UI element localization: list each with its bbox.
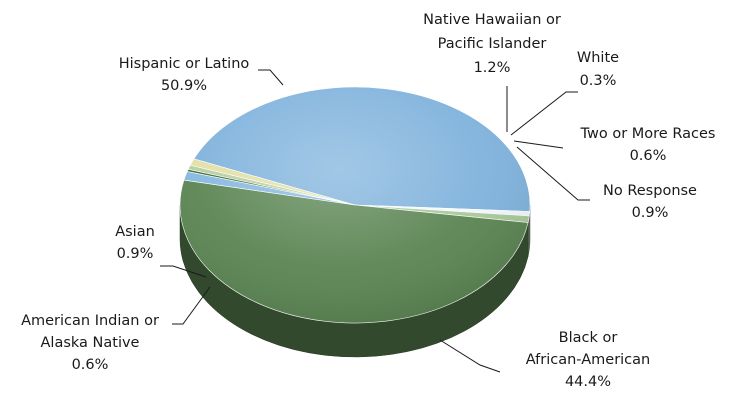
slice-value-label: 0.9% xyxy=(632,205,669,221)
leader-line xyxy=(160,265,207,278)
leader-line xyxy=(439,339,501,373)
slice-value-label: 50.9% xyxy=(161,78,207,94)
slice-value-label: 0.6% xyxy=(72,357,109,373)
slice-category-label: African-American xyxy=(526,352,650,368)
slice-category-label: Asian xyxy=(115,224,155,240)
slice-category-label: Pacific Islander xyxy=(438,36,547,52)
pie-slices xyxy=(179,86,531,324)
slice-category-label: Native Hawaiian or xyxy=(423,12,561,28)
slice-value-label: 1.2% xyxy=(474,60,511,76)
slice-value-label: 44.4% xyxy=(565,374,611,390)
slice-value-label: 0.6% xyxy=(630,148,667,164)
slice-value-label: 0.3% xyxy=(580,73,617,89)
leader-line xyxy=(172,286,211,325)
leader-line xyxy=(258,69,284,86)
slice-category-label: American Indian or xyxy=(21,313,159,329)
slice-category-label: Alaska Native xyxy=(41,335,140,351)
slice-category-label: Hispanic or Latino xyxy=(119,56,250,72)
slice-category-label: No Response xyxy=(603,183,697,199)
slice-category-label: Black or xyxy=(559,330,618,346)
pie-labels: Black or African-American 44.4% American In… xyxy=(21,12,715,390)
slice-category-label: White xyxy=(577,50,619,66)
slice-value-label: 0.9% xyxy=(117,246,154,262)
slice-category-label: Two or More Races xyxy=(580,126,716,142)
leader-line xyxy=(513,140,564,149)
leader-line xyxy=(516,146,590,201)
leader-line xyxy=(510,91,578,136)
